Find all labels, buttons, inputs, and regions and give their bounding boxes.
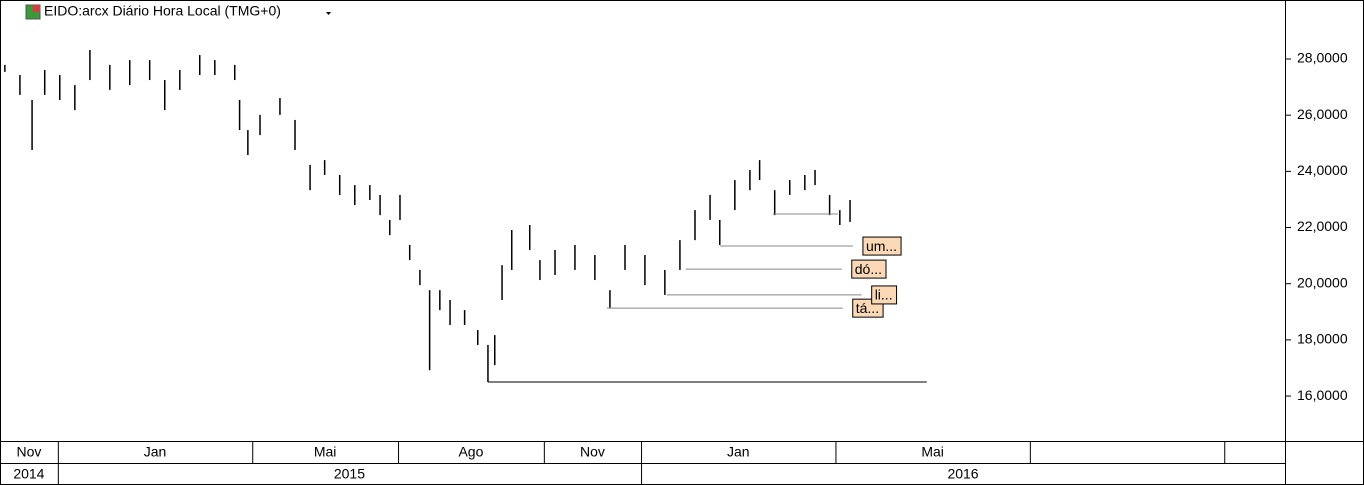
x-band-label: 2015: [334, 466, 365, 482]
x-band-label: Nov: [580, 444, 605, 460]
x-band-label: Nov: [16, 444, 41, 460]
dropdown-caret[interactable]: [326, 12, 331, 15]
y-tick-label: 16,0000: [1297, 387, 1348, 403]
level-label-box: [851, 259, 887, 279]
x-band-label: 2014: [13, 466, 44, 482]
x-band-label: Mai: [314, 444, 337, 460]
level-label-box: [862, 236, 902, 256]
chart-title: EIDO:arcx Diário Hora Local (TMG+0): [44, 3, 281, 19]
x-band-label: Mai: [921, 444, 944, 460]
y-tick-label: 22,0000: [1297, 218, 1348, 234]
y-tick-label: 26,0000: [1297, 106, 1348, 122]
y-tick-label: 28,0000: [1297, 50, 1348, 66]
y-tick-label: 24,0000: [1297, 162, 1348, 178]
symbol-icon: [25, 4, 41, 20]
y-tick-label: 18,0000: [1297, 331, 1348, 347]
x-band-label: Jan: [727, 444, 750, 460]
y-tick-label: 20,0000: [1297, 274, 1348, 290]
x-band-label: 2016: [947, 466, 978, 482]
x-band-label: Jan: [144, 444, 167, 460]
x-band-label: Ago: [458, 444, 483, 460]
level-label: dó...: [855, 261, 882, 277]
level-label-box: [871, 285, 898, 305]
level-label: um...: [866, 238, 897, 254]
level-label: li...: [875, 287, 893, 303]
